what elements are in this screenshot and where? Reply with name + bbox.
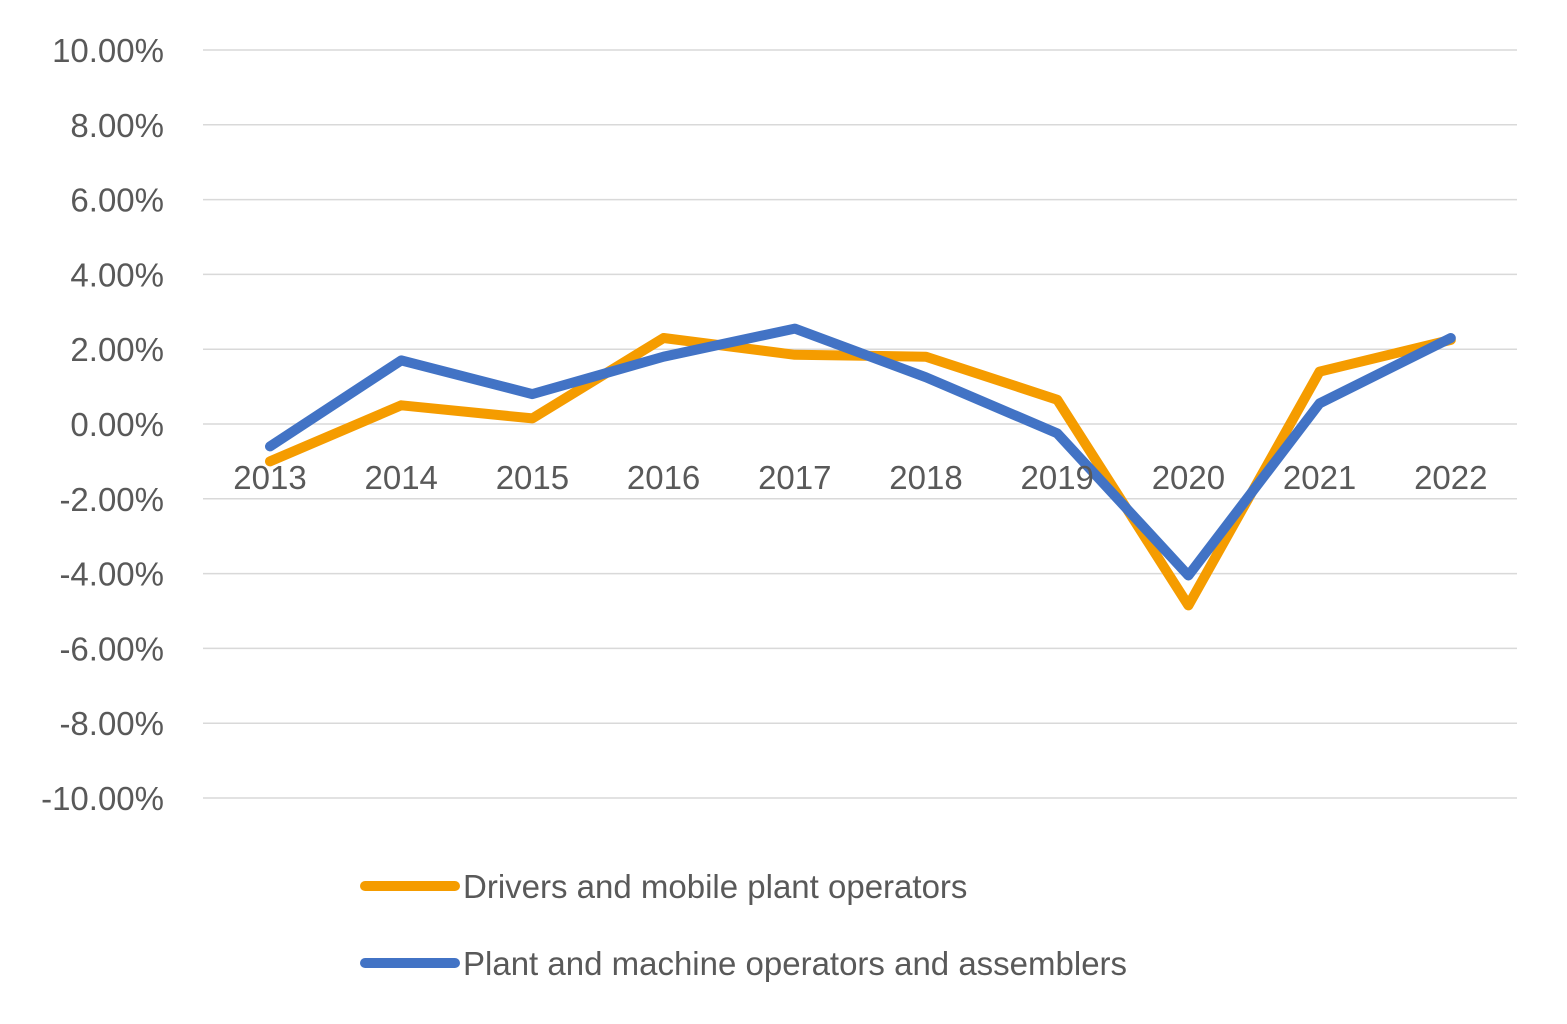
x-tick-label: 2015 [496,459,569,496]
y-tick-label: -2.00% [59,481,164,518]
x-tick-label: 2016 [627,459,700,496]
y-tick-label: 2.00% [70,331,164,368]
series-lines [265,323,1456,611]
x-tick-label: 2013 [233,459,306,496]
x-tick-label: 2022 [1414,459,1487,496]
x-tick-label: 2019 [1020,459,1093,496]
x-tick-label: 2018 [889,459,962,496]
y-tick-label: -8.00% [59,705,164,742]
x-axis-tick-labels: 2013 2014 2015 2016 2017 2018 2019 2020 2021 2022 [233,459,1487,496]
x-tick-label: 2021 [1283,459,1356,496]
y-tick-label: -10.00% [41,780,164,817]
y-tick-label: 10.00% [52,32,164,69]
x-tick-label: 2017 [758,459,831,496]
y-tick-label: -4.00% [59,556,164,593]
y-axis-tick-labels: 10.00% 8.00% 6.00% 4.00% 2.00% 0.00% -2.00% -4.… [41,32,164,817]
y-tick-label: 8.00% [70,107,164,144]
gridlines [203,49,1517,799]
y-tick-label: 4.00% [70,256,164,293]
legend-label-1: Plant and machine operators and assemble… [463,945,1127,982]
legend: Drivers and mobile plant operators Plant … [360,868,1127,982]
series-line-1 [265,323,1456,581]
y-tick-label: 0.00% [70,406,164,443]
x-tick-label: 2014 [364,459,437,496]
y-tick-label: 6.00% [70,182,164,219]
x-tick-label: 2020 [1152,459,1225,496]
y-tick-label: -6.00% [59,630,164,667]
legend-label-0: Drivers and mobile plant operators [463,868,967,905]
